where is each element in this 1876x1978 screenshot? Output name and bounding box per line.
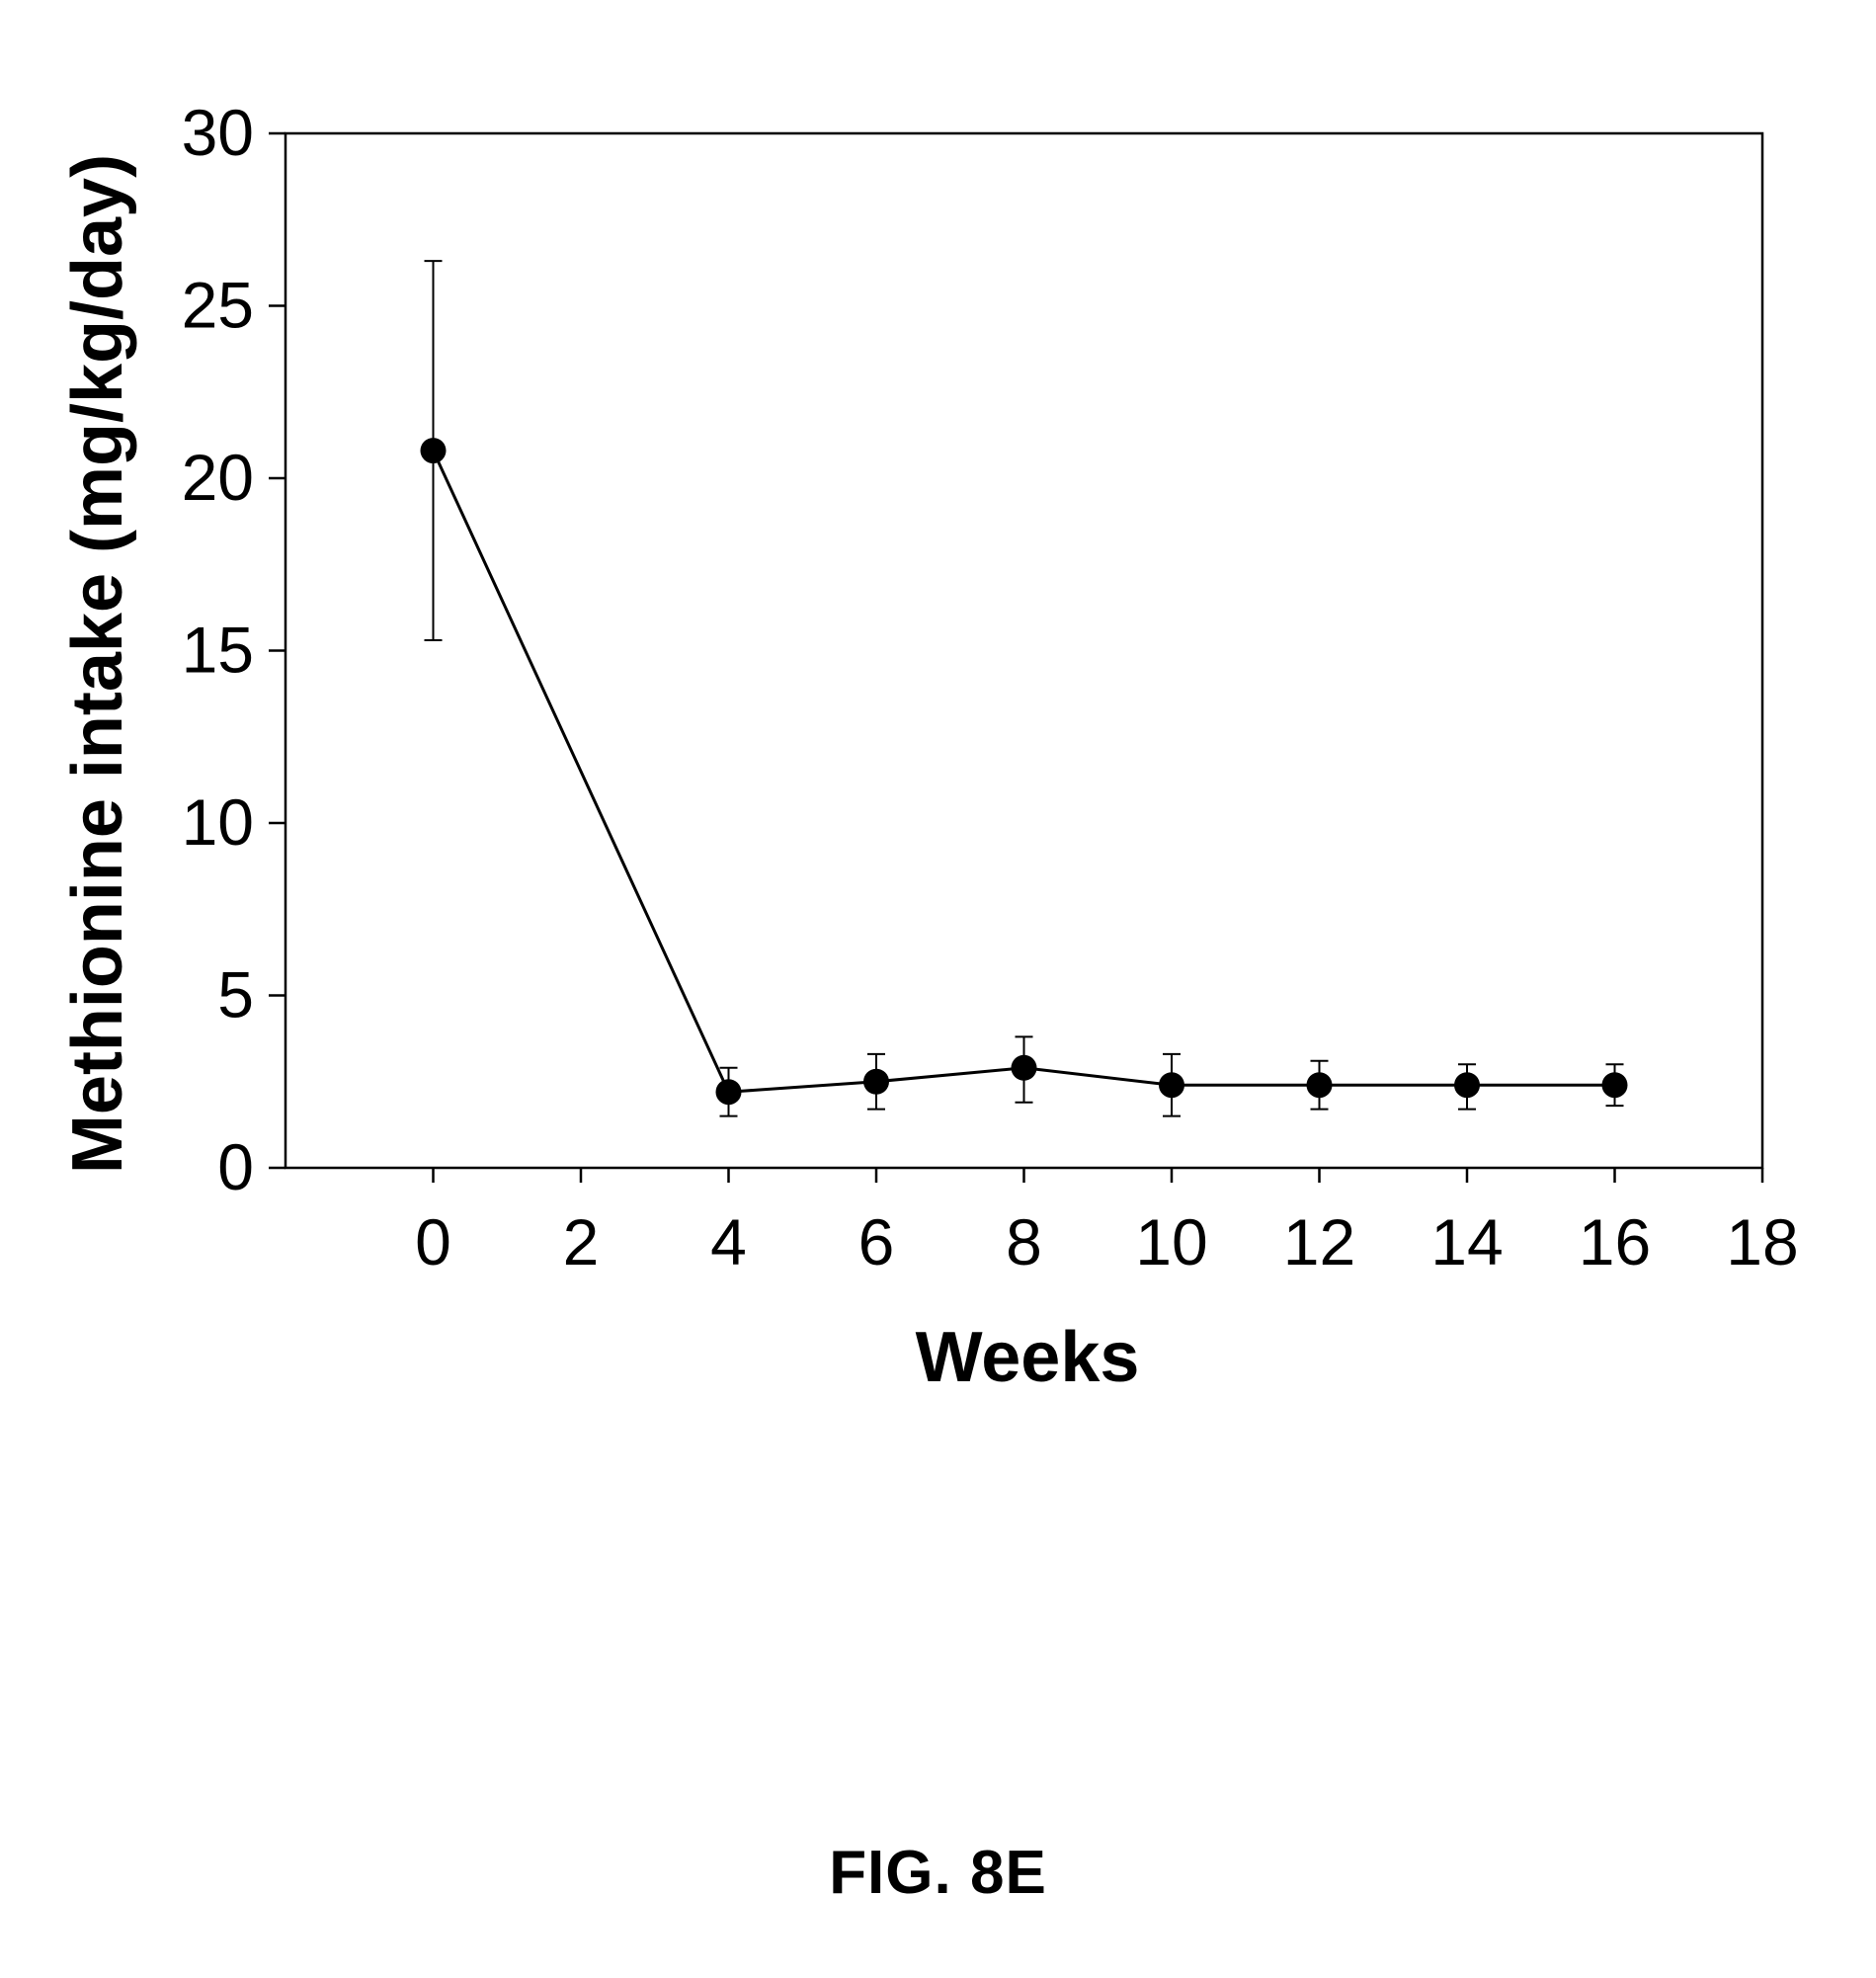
x-axis-ticks: 0 2 4 6 8 10 12 14 16 18 <box>415 1168 1799 1278</box>
y-tick-label: 15 <box>182 614 254 687</box>
x-tick-label: 14 <box>1430 1205 1503 1278</box>
y-axis-title: Methionine intake (mg/kg/day) <box>58 154 137 1174</box>
data-point <box>1159 1072 1184 1098</box>
data-point <box>863 1069 889 1095</box>
x-tick-label: 8 <box>1006 1205 1042 1278</box>
series-line <box>434 451 1615 1092</box>
data-point <box>1307 1072 1333 1098</box>
x-axis-title: Weeks <box>916 1318 1140 1397</box>
x-tick-label: 0 <box>415 1205 451 1278</box>
data-point <box>1454 1072 1480 1098</box>
data-point <box>421 438 447 463</box>
figure-caption: FIG. 8E <box>0 1838 1876 1908</box>
y-tick-label: 25 <box>182 269 254 342</box>
x-tick-label: 18 <box>1726 1205 1798 1278</box>
plot-frame <box>285 133 1762 1168</box>
y-tick-label: 30 <box>182 96 254 169</box>
data-point <box>1602 1072 1628 1098</box>
x-tick-label: 4 <box>710 1205 747 1278</box>
y-tick-label: 0 <box>217 1130 254 1203</box>
x-tick-label: 10 <box>1135 1205 1207 1278</box>
data-point <box>1012 1055 1037 1081</box>
y-tick-label: 5 <box>217 958 254 1031</box>
data-series <box>421 261 1628 1116</box>
x-tick-label: 6 <box>858 1205 895 1278</box>
plot-area-border <box>285 133 1762 1168</box>
x-tick-label: 16 <box>1579 1205 1651 1278</box>
y-tick-label: 20 <box>182 441 254 514</box>
y-tick-label: 10 <box>182 785 254 859</box>
x-tick-label: 2 <box>563 1205 600 1278</box>
x-tick-label: 12 <box>1283 1205 1355 1278</box>
y-axis-ticks: 0 5 10 15 20 25 30 <box>182 96 285 1203</box>
data-point <box>716 1079 742 1105</box>
